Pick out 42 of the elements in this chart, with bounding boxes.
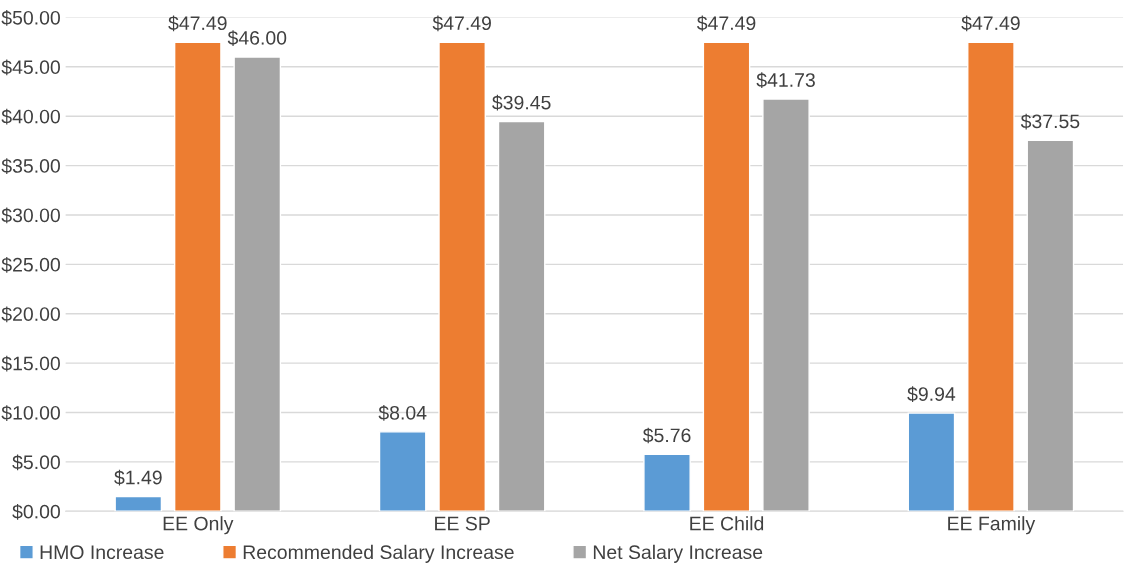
data-label: $47.49 [168,15,227,32]
bar [378,431,427,512]
y-tick-label: $5.00 [12,454,60,471]
bar [173,41,222,512]
data-label: $47.49 [961,15,1020,32]
data-label: $47.49 [432,15,491,32]
bar [643,453,691,512]
y-tick-label: $25.00 [1,257,60,273]
legend-label: HMO Increase [40,545,164,560]
data-label: $1.49 [114,469,162,486]
bar [967,41,1015,512]
bar [1026,139,1075,512]
data-label: $41.73 [756,72,815,89]
bar [114,495,163,512]
bar [438,41,486,512]
bar [702,41,751,512]
y-tick-label: $45.00 [1,59,60,76]
data-label: $46.00 [227,30,287,46]
bar [762,98,810,512]
legend-label: Net Salary Increase [593,544,763,563]
y-tick-label: $50.00 [1,10,60,26]
x-tick-label: EE Only [163,516,234,535]
bar [233,56,282,512]
y-tick-label: $15.00 [1,355,60,372]
y-tick-label: $35.00 [1,158,60,174]
bar [497,120,546,512]
data-label: $8.04 [378,405,427,421]
y-tick-label: $10.00 [1,405,60,421]
y-tick-label: $40.00 [1,108,60,125]
x-tick-label: EE Family [948,516,1036,535]
x-tick-label: EE SP [435,516,490,531]
bar [907,412,956,512]
legend-label: Recommended Salary Increase [243,544,514,563]
y-tick-label: $0.00 [12,503,60,520]
y-tick-label: $20.00 [1,306,60,323]
data-label: $39.45 [492,94,551,111]
data-label: $47.49 [697,15,756,32]
data-label: $9.94 [907,386,956,403]
data-label: $5.76 [642,427,691,444]
x-tick-label: EE Child [690,516,764,531]
y-tick-label: $30.00 [1,207,60,224]
data-label: $37.55 [1020,113,1080,130]
